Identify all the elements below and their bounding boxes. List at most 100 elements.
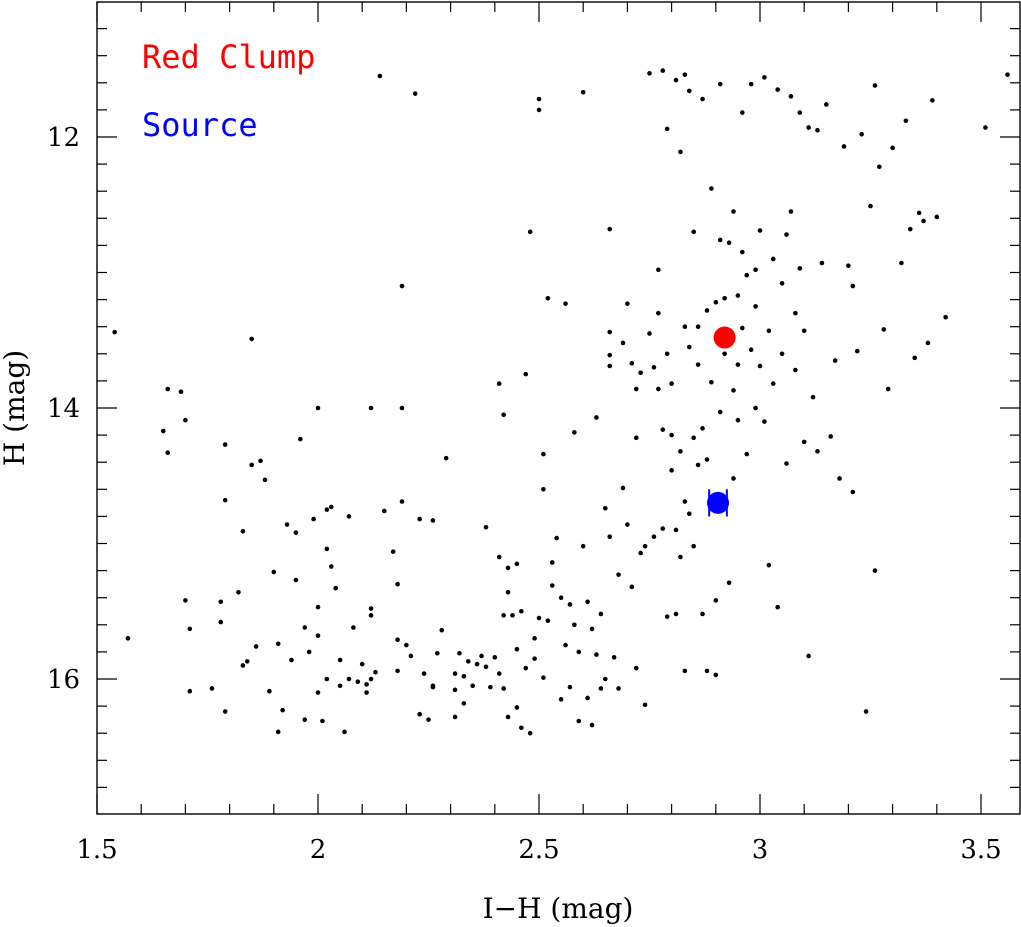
data-point [183,598,188,603]
data-point [934,214,940,220]
data-point [505,589,511,595]
data-point [868,203,873,209]
data-point [501,412,506,418]
data-point [603,505,608,511]
data-point [810,394,816,400]
data-point [912,355,917,361]
data-point [293,530,299,535]
data-point [678,149,683,155]
data-point [766,328,772,334]
data-point [717,237,723,243]
data-point [731,476,736,481]
data-point [324,507,330,512]
data-point [452,687,458,693]
data-point [850,283,856,289]
data-point [572,430,577,435]
data-point [346,514,352,519]
data-point [713,598,719,603]
data-point [753,405,758,411]
data-point [744,272,750,278]
data-point [788,94,794,99]
data-point [222,442,228,447]
data-point [337,657,343,663]
data-point [713,672,719,678]
data-point [112,329,117,335]
data-point [519,608,524,614]
data-point [846,263,851,269]
data-point [735,293,741,298]
data-point [430,684,436,690]
legend-red-clump-label: Red Clump [142,38,315,76]
data-point [293,577,299,583]
data-point [859,131,864,137]
data-point [417,711,422,717]
x-tick-label: 3.5 [960,835,1001,865]
legend-source-label: Source [142,106,258,144]
data-point [474,661,480,667]
data-point [527,229,533,235]
data-point [470,683,476,689]
data-point [536,107,542,113]
data-point [306,649,312,655]
data-point [563,642,568,648]
data-point [691,435,696,441]
data-point [638,370,643,376]
data-point [576,649,582,655]
data-point [678,554,683,560]
data-point [585,599,590,605]
data-point [793,367,798,373]
data-point [907,226,913,232]
data-point [664,351,670,357]
data-point [691,543,696,549]
data-point [461,701,467,706]
data-point [408,653,414,659]
data-point [784,232,789,237]
data-point [527,730,533,736]
data-point [399,283,405,289]
data-point [903,118,909,124]
data-point [412,91,418,96]
data-point [682,72,688,77]
data-point [558,595,564,600]
data-point [616,686,621,691]
data-point [532,656,537,661]
data-point [863,709,869,714]
data-point [364,682,369,687]
data-point [302,625,308,630]
data-point [275,729,281,735]
data-point [315,405,321,411]
data-point [452,671,458,676]
data-point [611,655,617,660]
data-point [589,722,595,728]
data-point [222,497,228,503]
data-point [218,619,224,625]
data-point [271,569,277,575]
data-point [669,381,674,386]
data-point [819,260,825,266]
data-point [236,589,241,595]
data-point [328,564,334,569]
data-point [452,714,458,720]
data-point [351,625,356,630]
data-point [496,381,502,386]
data-point [545,618,551,624]
data-point [549,560,555,565]
data-point [399,405,405,411]
data-point [607,329,613,335]
data-point [505,714,511,720]
data-point [324,546,330,552]
data-point [872,568,878,573]
data-point [735,417,741,423]
data-point [598,611,604,617]
data-point [633,386,639,392]
data-point [580,543,586,549]
data-point [797,266,803,271]
data-point [324,676,330,682]
data-point [664,126,670,132]
data-point [267,688,272,694]
data-point [709,379,714,385]
data-point [824,102,829,107]
data-point [770,381,776,386]
data-point [435,650,440,656]
